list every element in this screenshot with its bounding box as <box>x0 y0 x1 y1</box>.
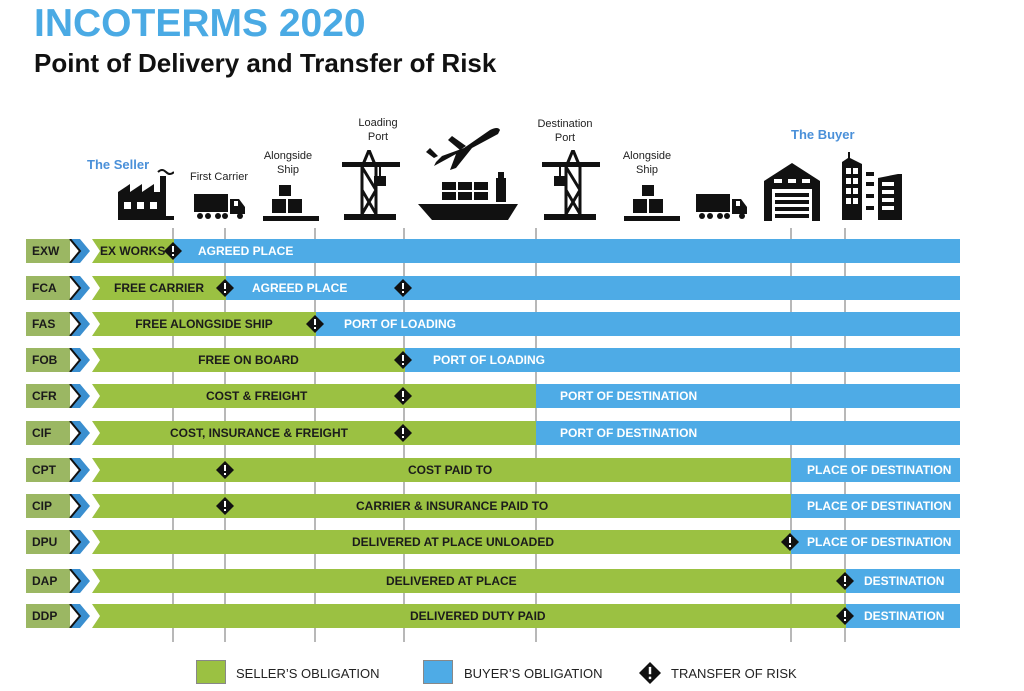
buyer-obligation-bar: DESTINATION <box>846 569 960 593</box>
buyer-obligation-bar: PORT OF LOADING <box>405 348 960 372</box>
seller-obligation-bar: COST PAID TO <box>92 458 791 482</box>
incoterm-code: EXW <box>26 239 70 263</box>
city-buildings-icon <box>842 152 902 220</box>
incoterm-row-cfr: CFR COST & FREIGHT PORT OF DESTINATION <box>26 384 966 408</box>
incoterm-row-cpt: CPT COST PAID TO PLACE OF DESTINATION <box>26 458 966 482</box>
chevron-right-icon <box>69 312 90 336</box>
legend-buyer-label: BUYER’S OBLIGATION <box>464 666 603 681</box>
transfer-of-risk-icon <box>394 387 412 405</box>
cargo-boxes-icon-destination <box>624 185 680 221</box>
chevron-right-icon <box>69 239 90 263</box>
incoterm-row-dap: DAP DELIVERED AT PLACE DESTINATION <box>26 569 966 593</box>
chevron-right-icon <box>69 530 90 554</box>
transfer-of-risk-icon <box>394 351 412 369</box>
chevron-right-icon <box>69 494 90 518</box>
incoterm-code: CPT <box>26 458 70 482</box>
buyer-label: The Buyer <box>791 127 855 142</box>
buyer-obligation-bar: DESTINATION <box>846 604 960 628</box>
warehouse-icon <box>764 163 820 221</box>
transfer-of-risk-icon <box>394 424 412 442</box>
incoterm-code: CFR <box>26 384 70 408</box>
plane-ship-icon <box>418 128 518 220</box>
incoterm-row-exw: EXW EX WORKS AGREED PLACE <box>26 239 966 263</box>
incoterm-code: DAP <box>26 569 70 593</box>
destination-port-label: Destination Port <box>537 118 593 144</box>
legend-seller-label: SELLER’S OBLIGATION <box>236 666 380 681</box>
factory-icon <box>118 169 174 220</box>
seller-obligation-bar: DELIVERED DUTY PAID <box>92 604 846 628</box>
chevron-right-icon <box>69 348 90 372</box>
buyer-obligation-bar: AGREED PLACE <box>174 239 960 263</box>
incoterm-row-dpu: DPU DELIVERED AT PLACE UNLOADED PLACE OF… <box>26 530 966 554</box>
buyer-obligation-bar: PORT OF LOADING <box>316 312 960 336</box>
page-subtitle: Point of Delivery and Transfer of Risk <box>34 48 497 78</box>
incoterm-code: FCA <box>26 276 70 300</box>
alongside-ship-origin-label: Alongside Ship <box>263 150 313 176</box>
seller-obligation-bar: COST & FREIGHT <box>92 384 536 408</box>
transfer-of-risk-icon <box>216 461 234 479</box>
incoterm-code: FOB <box>26 348 70 372</box>
incoterm-row-fas: FAS FREE ALONGSIDE SHIP PORT OF LOADING <box>26 312 966 336</box>
chevron-right-icon <box>69 384 90 408</box>
seller-obligation-bar: EX WORKS <box>92 239 174 263</box>
alongside-ship-dest-label: Alongside Ship <box>622 150 672 176</box>
first-carrier-label: First Carrier <box>189 171 249 183</box>
seller-obligation-bar: COST, INSURANCE & FREIGHT <box>92 421 536 445</box>
transfer-of-risk-icon <box>306 315 324 333</box>
port-crane-icon <box>342 150 400 220</box>
truck-icon-destination <box>696 194 747 219</box>
seller-label: The Seller <box>87 157 150 172</box>
cargo-boxes-icon <box>263 185 319 221</box>
seller-obligation-bar: FREE CARRIER <box>92 276 226 300</box>
incoterm-code: DDP <box>26 604 70 628</box>
incoterm-row-cif: CIF COST, INSURANCE & FREIGHT PORT OF DE… <box>26 421 966 445</box>
loading-port-label: Loading Port <box>358 117 398 143</box>
transfer-of-risk-icon <box>216 279 234 297</box>
chevron-right-icon <box>69 569 90 593</box>
legend-risk-label: TRANSFER OF RISK <box>671 666 797 681</box>
chevron-right-icon <box>69 421 90 445</box>
seller-obligation-bar: DELIVERED AT PLACE <box>92 569 846 593</box>
incoterm-code: FAS <box>26 312 70 336</box>
legend-transfer-of-risk-icon <box>639 662 661 684</box>
port-crane-icon-destination <box>542 150 600 220</box>
incoterm-code: CIP <box>26 494 70 518</box>
incoterm-row-fca: FCA FREE CARRIER AGREED PLACE <box>26 276 966 300</box>
incoterm-code: DPU <box>26 530 70 554</box>
transfer-of-risk-icon <box>216 497 234 515</box>
transfer-of-risk-icon <box>836 572 854 590</box>
seller-obligation-bar: FREE ALONGSIDE SHIP <box>92 312 316 336</box>
chevron-right-icon <box>69 458 90 482</box>
incoterm-row-fob: FOB FREE ON BOARD PORT OF LOADING <box>26 348 966 372</box>
page-title: INCOTERMS 2020 <box>34 2 366 45</box>
transfer-of-risk-icon <box>164 242 182 260</box>
legend-seller-swatch <box>196 660 226 684</box>
transfer-of-risk-icon <box>781 533 799 551</box>
transfer-of-risk-icon <box>836 607 854 625</box>
buyer-obligation-bar: PORT OF DESTINATION <box>536 421 960 445</box>
buyer-obligation-bar: AGREED PLACE <box>226 276 960 300</box>
buyer-obligation-bar: PORT OF DESTINATION <box>536 384 960 408</box>
chevron-right-icon <box>69 276 90 300</box>
incoterm-row-cip: CIP CARRIER & INSURANCE PAID TO PLACE OF… <box>26 494 966 518</box>
incoterm-code: CIF <box>26 421 70 445</box>
incoterm-row-ddp: DDP DELIVERED DUTY PAID DESTINATION <box>26 604 966 628</box>
buyer-obligation-bar: PLACE OF DESTINATION <box>791 494 960 518</box>
seller-obligation-bar: DELIVERED AT PLACE UNLOADED <box>92 530 791 554</box>
legend-buyer-swatch <box>423 660 453 684</box>
transfer-of-risk-icon <box>394 279 412 297</box>
chevron-right-icon <box>69 604 90 628</box>
truck-icon <box>194 194 245 219</box>
buyer-obligation-bar: PLACE OF DESTINATION <box>791 530 960 554</box>
seller-obligation-bar: CARRIER & INSURANCE PAID TO <box>92 494 791 518</box>
buyer-obligation-bar: PLACE OF DESTINATION <box>791 458 960 482</box>
seller-obligation-bar: FREE ON BOARD <box>92 348 405 372</box>
